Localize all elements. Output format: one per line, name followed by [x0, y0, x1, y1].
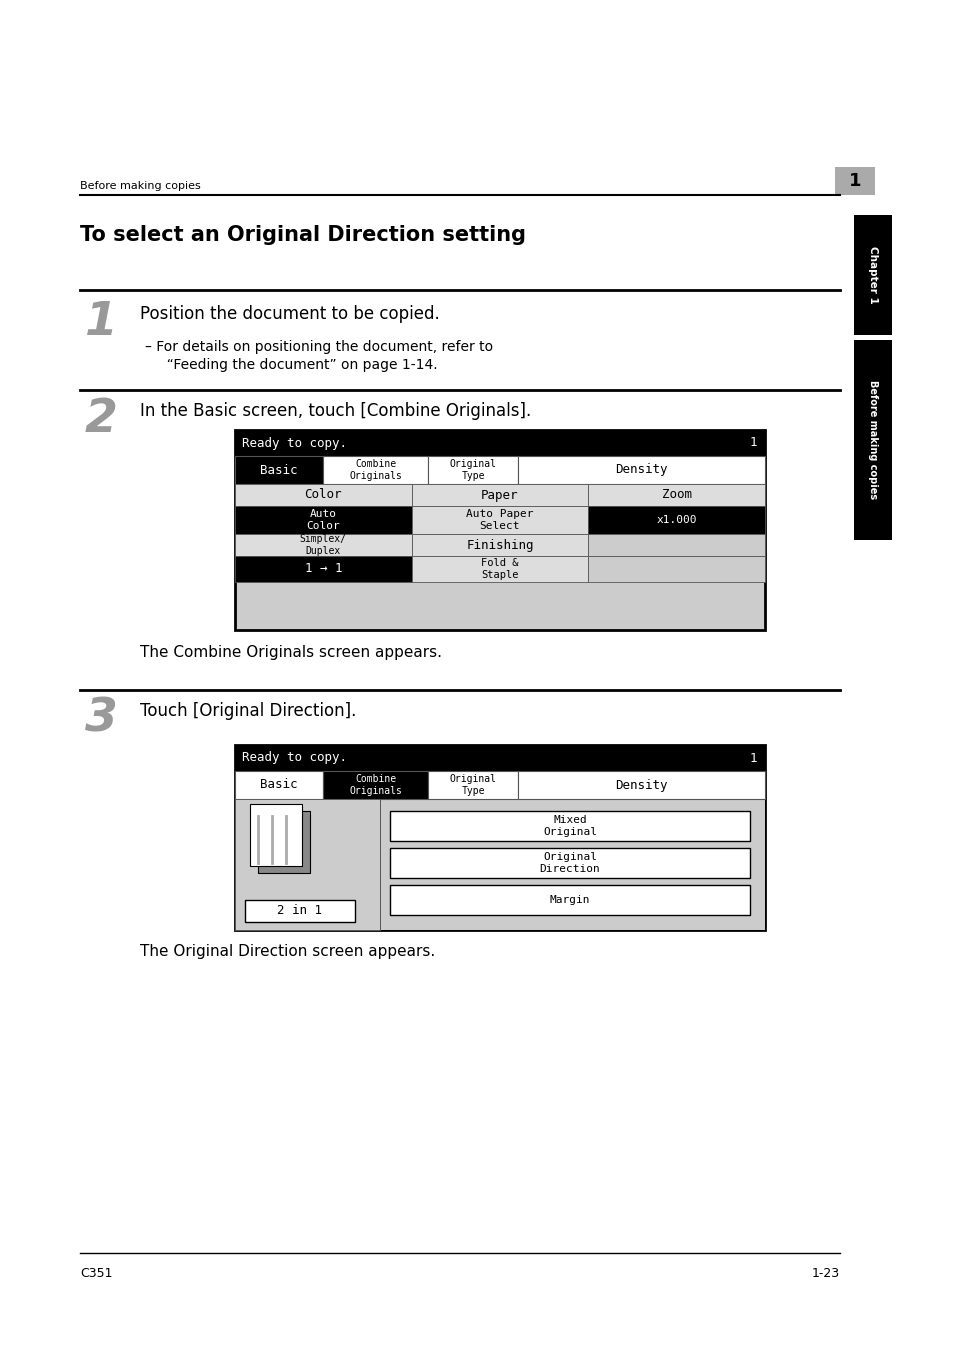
- Text: Paper: Paper: [480, 489, 518, 501]
- Bar: [379, 799, 764, 930]
- Bar: [250, 805, 302, 865]
- Bar: [245, 900, 355, 922]
- Bar: [390, 886, 749, 915]
- Text: C351: C351: [80, 1268, 112, 1280]
- Text: 3: 3: [85, 697, 118, 743]
- Bar: [390, 811, 749, 841]
- Text: Original
Type: Original Type: [449, 459, 496, 481]
- Text: – For details on positioning the document, refer to: – For details on positioning the documen…: [145, 340, 493, 354]
- Text: Simplex/
Duplex: Simplex/ Duplex: [299, 535, 347, 556]
- Bar: [588, 485, 764, 506]
- Text: Mixed
Original: Mixed Original: [542, 815, 597, 837]
- Bar: [853, 340, 891, 540]
- Text: Finishing: Finishing: [466, 539, 533, 552]
- Text: Chapter 1: Chapter 1: [867, 246, 877, 304]
- Text: 1: 1: [85, 300, 118, 346]
- Bar: [257, 811, 310, 873]
- Bar: [234, 485, 412, 506]
- Bar: [517, 771, 764, 799]
- Bar: [412, 485, 588, 506]
- Bar: [834, 167, 874, 194]
- Text: Combine
Originals: Combine Originals: [349, 774, 401, 795]
- Bar: [412, 556, 588, 582]
- Bar: [588, 506, 764, 535]
- Text: Position the document to be copied.: Position the document to be copied.: [140, 305, 439, 323]
- Text: Original
Type: Original Type: [449, 774, 496, 795]
- Bar: [234, 799, 379, 930]
- Text: 1 → 1: 1 → 1: [304, 563, 342, 575]
- Bar: [588, 556, 764, 582]
- Text: Basic: Basic: [260, 463, 297, 477]
- Bar: [428, 456, 517, 485]
- Text: 1: 1: [749, 436, 757, 450]
- Text: Auto
Color: Auto Color: [306, 509, 340, 531]
- Bar: [412, 506, 588, 535]
- Text: Ready to copy.: Ready to copy.: [242, 752, 347, 764]
- Bar: [853, 215, 891, 335]
- Text: Basic: Basic: [260, 779, 297, 791]
- Text: Fold &
Staple: Fold & Staple: [480, 558, 518, 579]
- Text: Ready to copy.: Ready to copy.: [242, 436, 347, 450]
- Bar: [234, 431, 764, 630]
- Text: Touch [Original Direction].: Touch [Original Direction].: [140, 702, 356, 720]
- Bar: [234, 506, 412, 535]
- Text: “Feeding the document” on page 1-14.: “Feeding the document” on page 1-14.: [158, 358, 437, 373]
- Bar: [412, 535, 588, 556]
- Text: Density: Density: [615, 463, 667, 477]
- Text: Before making copies: Before making copies: [867, 381, 877, 500]
- Text: Density: Density: [615, 779, 667, 791]
- Text: x1.000: x1.000: [656, 514, 697, 525]
- Bar: [234, 431, 764, 456]
- Bar: [234, 535, 412, 556]
- Text: Margin: Margin: [549, 895, 590, 905]
- Text: Zoom: Zoom: [661, 489, 691, 501]
- Text: Before making copies: Before making copies: [80, 181, 200, 190]
- Text: Color: Color: [304, 489, 342, 501]
- Text: 2: 2: [85, 397, 118, 441]
- Text: Original
Direction: Original Direction: [539, 852, 599, 873]
- Bar: [428, 771, 517, 799]
- Bar: [234, 771, 323, 799]
- Bar: [234, 456, 323, 485]
- Text: To select an Original Direction setting: To select an Original Direction setting: [80, 225, 525, 244]
- Text: 1: 1: [848, 171, 861, 190]
- Text: In the Basic screen, touch [Combine Originals].: In the Basic screen, touch [Combine Orig…: [140, 402, 531, 420]
- Bar: [588, 535, 764, 556]
- Text: 1: 1: [749, 752, 757, 764]
- Bar: [390, 848, 749, 878]
- Text: 1-23: 1-23: [811, 1268, 840, 1280]
- Bar: [323, 456, 428, 485]
- Text: Auto Paper
Select: Auto Paper Select: [466, 509, 533, 531]
- Bar: [517, 456, 764, 485]
- Bar: [234, 556, 412, 582]
- Text: The Original Direction screen appears.: The Original Direction screen appears.: [140, 944, 435, 958]
- Bar: [234, 745, 764, 930]
- Text: Combine
Originals: Combine Originals: [349, 459, 401, 481]
- Bar: [234, 745, 764, 771]
- Bar: [323, 771, 428, 799]
- Text: The Combine Originals screen appears.: The Combine Originals screen appears.: [140, 645, 441, 660]
- Text: 2 in 1: 2 in 1: [277, 904, 322, 918]
